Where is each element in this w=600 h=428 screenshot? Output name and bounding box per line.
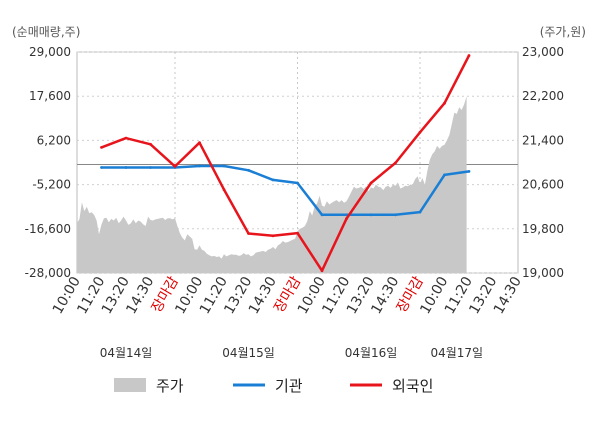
right-tick-label: 19,000 xyxy=(522,266,564,280)
chart-legend: 주가 기관 외국인 xyxy=(114,377,433,395)
date-label: 04월16일 xyxy=(345,346,398,360)
institution-point xyxy=(247,168,250,172)
foreigner-point xyxy=(149,142,152,146)
foreigner-point xyxy=(320,269,324,273)
foreigner-point xyxy=(418,130,422,134)
institution-point xyxy=(149,166,152,169)
left-axis-ticks: 29,000 17,600 6,200 -5,200 -16,600 -28,000 xyxy=(25,45,71,280)
x-axis-ticks: 10:0011:2013:2014:30장마감10:0011:2013:2014… xyxy=(50,274,525,317)
legend-price-swatch xyxy=(114,378,146,392)
left-tick-label: 6,200 xyxy=(37,133,71,147)
institution-point xyxy=(467,170,471,173)
legend-label: 외국인 xyxy=(392,377,433,395)
institution-point xyxy=(369,213,373,217)
right-tick-label: 20,600 xyxy=(522,178,564,192)
foreigner-point xyxy=(271,234,275,238)
left-axis-unit: (순매매량,주) xyxy=(12,25,80,39)
left-tick-label: -16,600 xyxy=(25,222,71,236)
legend-label: 주가 xyxy=(156,377,184,395)
date-label: 04월15일 xyxy=(222,346,275,360)
date-label: 04월17일 xyxy=(430,346,483,360)
foreigner-point xyxy=(247,232,250,235)
right-tick-label: 22,200 xyxy=(522,89,564,103)
institution-point xyxy=(271,178,275,182)
right-tick-label: 23,000 xyxy=(522,45,564,59)
foreigner-line xyxy=(101,54,471,272)
legend-label: 기관 xyxy=(275,377,303,395)
institution-point xyxy=(320,213,324,217)
foreigner-point xyxy=(345,217,348,221)
right-tick-label: 19,800 xyxy=(522,222,564,236)
right-axis-ticks: 23,000 22,200 21,400 20,600 19,800 19,000 xyxy=(522,45,564,280)
left-tick-label: 29,000 xyxy=(29,45,71,59)
foreigner-point xyxy=(222,188,226,192)
right-axis-unit: (주가,원) xyxy=(540,25,586,39)
foreigner-point xyxy=(100,146,103,149)
institution-point xyxy=(198,164,201,168)
left-tick-label: -5,200 xyxy=(32,178,71,192)
price-area xyxy=(77,96,467,273)
institution-point xyxy=(124,166,128,169)
institution-point xyxy=(418,210,422,214)
foreigner-point xyxy=(124,136,128,140)
left-tick-label: -28,000 xyxy=(25,266,71,280)
foreigner-point xyxy=(394,161,397,165)
price-area-layer xyxy=(77,96,467,273)
date-labels: 04월14일 04월15일 04월16일 04월17일 xyxy=(100,346,483,360)
institution-line xyxy=(101,164,470,217)
foreigner-point xyxy=(467,54,471,57)
institution-point xyxy=(100,166,103,169)
institution-point xyxy=(443,173,446,177)
foreigner-point xyxy=(443,101,446,105)
institution-point xyxy=(394,213,397,217)
foreigner-point xyxy=(296,231,299,235)
institution-point xyxy=(222,164,226,168)
foreigner-point xyxy=(198,141,201,145)
date-label: 04월14일 xyxy=(100,346,153,360)
right-tick-label: 21,400 xyxy=(522,133,564,147)
foreigner-point xyxy=(173,165,177,168)
institution-point xyxy=(296,181,299,185)
series-lines-layer xyxy=(100,54,471,273)
foreigner-point xyxy=(369,181,373,185)
left-tick-label: 17,600 xyxy=(29,89,71,103)
